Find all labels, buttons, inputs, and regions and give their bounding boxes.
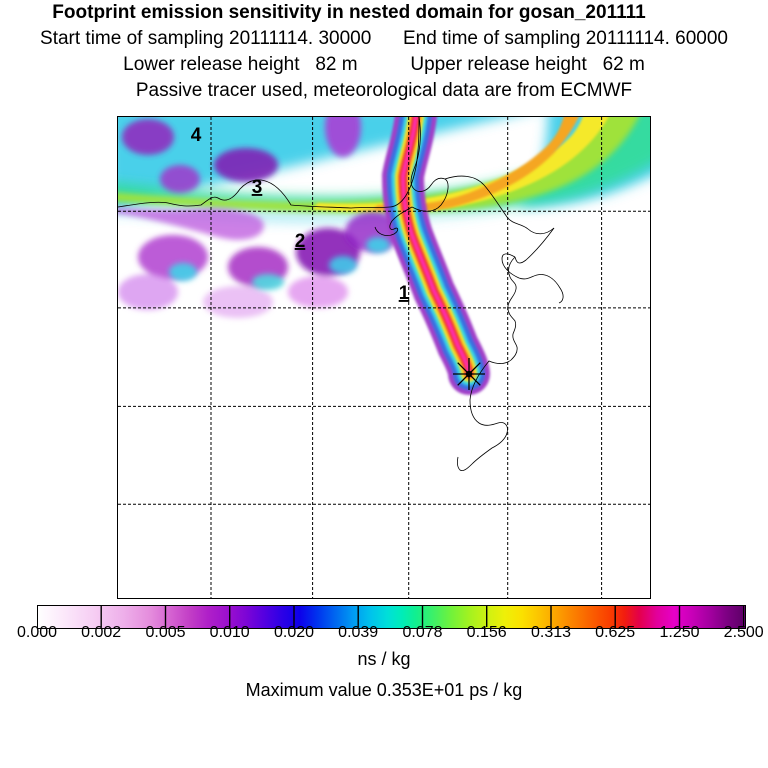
svg-text:4: 4 (191, 125, 202, 146)
svg-text:3: 3 (252, 177, 263, 198)
svg-text:2: 2 (295, 231, 306, 252)
svg-text:1: 1 (399, 283, 410, 304)
